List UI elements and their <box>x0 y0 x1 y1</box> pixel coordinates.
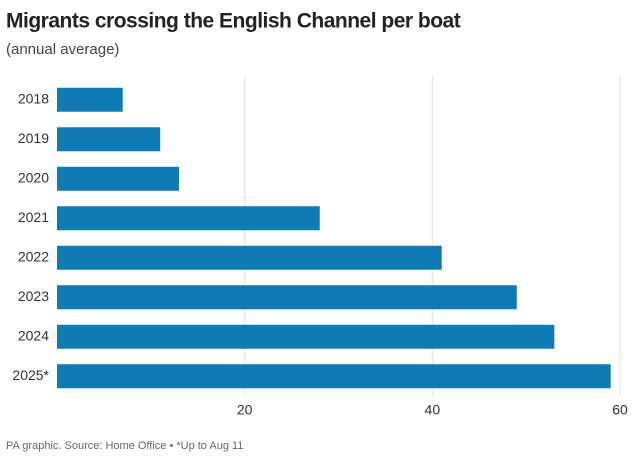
x-tick-label: 40 <box>425 402 441 418</box>
y-tick-label: 2018 <box>18 90 49 106</box>
footer: PA graphic. Source: Home Office • *Up to… <box>6 440 243 452</box>
bar <box>57 206 320 231</box>
y-tick-label: 2025* <box>12 367 49 383</box>
x-tick-label: 60 <box>612 402 628 418</box>
chart-title: Migrants crossing the English Channel pe… <box>6 10 461 33</box>
bar <box>57 87 123 112</box>
bar <box>57 245 442 270</box>
bar <box>57 364 611 389</box>
y-tick-label: 2020 <box>18 169 49 185</box>
bar <box>57 166 179 191</box>
bar <box>57 285 517 310</box>
y-tick-label: 2022 <box>18 248 49 264</box>
chart-subtitle: (annual average) <box>6 41 119 58</box>
x-tick-label: 20 <box>237 402 253 418</box>
y-tick-label: 2021 <box>18 209 49 225</box>
y-tick-label: 2024 <box>18 327 49 343</box>
y-tick-label: 2019 <box>18 130 49 146</box>
bar <box>57 127 161 152</box>
bar <box>57 324 555 349</box>
y-tick-label: 2023 <box>18 288 49 304</box>
